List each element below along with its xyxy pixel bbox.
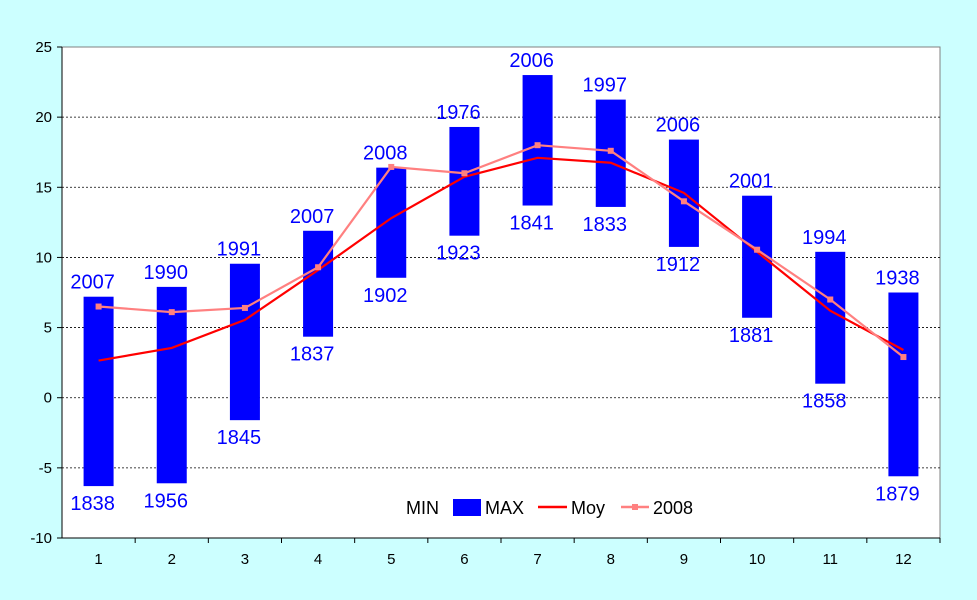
data-point-2008 <box>680 198 687 205</box>
legend-moy-label: Moy <box>571 498 605 518</box>
max-year-label: 2006 <box>656 115 701 137</box>
y-tick-label: 15 <box>35 179 52 196</box>
legend-2008-marker <box>632 504 638 510</box>
y-tick-label: -10 <box>30 530 52 547</box>
x-tick-label: 5 <box>387 551 395 568</box>
max-year-label: 1990 <box>144 262 189 284</box>
range-bar <box>449 126 480 236</box>
min-year-label: 1837 <box>290 344 335 366</box>
max-year-label: 2006 <box>509 50 554 72</box>
range-bar <box>815 251 846 384</box>
range-bar <box>376 167 407 278</box>
max-year-label: 2008 <box>363 143 408 165</box>
min-year-label: 1912 <box>656 254 701 276</box>
legend: MIN MAX Moy 2008 <box>406 498 693 518</box>
max-year-label: 1991 <box>217 239 262 261</box>
data-point-2008 <box>900 354 907 361</box>
x-tick-label: 7 <box>533 551 541 568</box>
min-year-label: 1956 <box>144 490 189 512</box>
y-tick-label: 25 <box>35 39 52 56</box>
min-year-label: 1879 <box>875 483 920 505</box>
max-year-label: 1938 <box>875 268 920 290</box>
x-tick-label: 3 <box>241 551 249 568</box>
max-year-label: 1997 <box>583 75 628 97</box>
x-tick-label: 6 <box>460 551 468 568</box>
data-point-2008 <box>315 264 322 271</box>
data-point-2008 <box>461 170 468 177</box>
min-year-label: 1902 <box>363 285 408 307</box>
data-point-2008 <box>607 147 614 154</box>
legend-bar-swatch <box>453 499 481 516</box>
range-bar <box>303 230 334 337</box>
data-point-2008 <box>534 142 541 149</box>
y-tick-label: 5 <box>44 320 52 337</box>
max-year-label: 2007 <box>70 272 115 294</box>
data-point-2008 <box>388 163 395 170</box>
range-bar <box>229 263 260 421</box>
legend-2008-label: 2008 <box>653 498 693 518</box>
min-year-label: 1833 <box>583 214 628 236</box>
x-tick-label: 1 <box>94 551 102 568</box>
range-bar <box>888 292 919 477</box>
x-tick-label: 2 <box>168 551 176 568</box>
data-point-2008 <box>754 246 761 253</box>
range-bar <box>83 296 114 487</box>
series-line-Moy <box>98 156 904 362</box>
data-point-2008 <box>95 303 102 310</box>
max-year-label: 1994 <box>802 227 847 249</box>
min-year-label: 1881 <box>729 325 774 347</box>
range-bar <box>156 286 187 484</box>
min-year-label: 1841 <box>509 213 554 235</box>
y-tick-label: 10 <box>35 249 52 266</box>
x-tick-label: 8 <box>607 551 615 568</box>
y-tick-label: 0 <box>44 390 52 407</box>
x-tick-label: 4 <box>314 551 322 568</box>
x-tick-label: 10 <box>749 551 766 568</box>
min-year-label: 1838 <box>70 493 115 515</box>
x-tick-label: 11 <box>822 551 838 568</box>
max-year-label: 1976 <box>436 102 481 124</box>
range-bar <box>522 75 553 206</box>
data-point-2008 <box>241 304 248 311</box>
min-year-label: 1845 <box>217 427 262 449</box>
x-tick-label: 12 <box>895 551 912 568</box>
series-line-2008 <box>98 144 905 358</box>
max-year-label: 2001 <box>729 171 774 193</box>
min-year-label: 1923 <box>436 243 481 265</box>
plot-area <box>61 46 941 539</box>
max-year-label: 2007 <box>290 206 335 228</box>
y-tick-label: 20 <box>35 109 52 126</box>
data-point-2008 <box>168 309 175 316</box>
legend-min-label: MIN <box>406 498 439 518</box>
x-tick-label: 9 <box>680 551 688 568</box>
y-tick-label: -5 <box>39 460 52 477</box>
data-point-2008 <box>827 296 834 303</box>
min-year-label: 1858 <box>802 391 847 413</box>
legend-max-label: MAX <box>485 498 524 518</box>
